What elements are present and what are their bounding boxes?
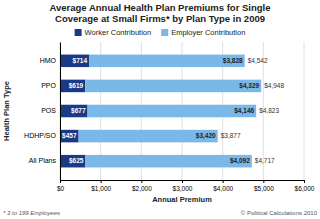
legend-label: Employer Contribution [171, 28, 245, 37]
y-tick: All Plans [29, 157, 57, 164]
x-tick-mark [101, 180, 102, 183]
legend-swatch [161, 29, 168, 36]
total-label: $4,542 [248, 57, 268, 64]
data-label: $714 [73, 57, 88, 65]
x-tick-label: $5,000 [254, 185, 274, 192]
data-label: $4,092 [230, 157, 250, 165]
legend-item: Worker Contribution [75, 28, 152, 37]
bar [60, 55, 89, 68]
annotation: © Political Calculations 2010 [241, 210, 318, 216]
total-label: $4,948 [264, 82, 284, 89]
x-tick-label: $0 [57, 185, 65, 192]
x-axis: $0 $1,000 $2,000 $3,000 $4,000 $5,000 $6,000 [57, 180, 315, 192]
bar [79, 130, 218, 143]
data-label: $677 [71, 107, 86, 115]
y-tick-label: HMO [40, 57, 57, 64]
x-tick-label: $6,000 [295, 185, 315, 192]
total-label: $3,877 [221, 132, 241, 139]
x-axis-title: Annual Premium [152, 195, 212, 204]
x-tick-mark [304, 180, 305, 183]
x-tick-mark [263, 180, 264, 183]
grid-line [60, 42, 61, 180]
x-tick-mark [223, 180, 224, 183]
bar [88, 105, 257, 118]
annotation: * 3 to 199 Employees [3, 210, 60, 216]
legend-label: Worker Contribution [85, 28, 152, 37]
x-tick: $1,000 [91, 180, 111, 192]
title: Average Annual Health Plan Premiums for … [49, 2, 270, 24]
data-label: $457 [62, 132, 77, 140]
bar [85, 155, 251, 168]
bar [60, 130, 79, 143]
grid-line [304, 42, 305, 180]
x-tick-label: $1,000 [91, 185, 111, 192]
x-tick-label: $2,000 [132, 185, 152, 192]
x-tick-mark [141, 180, 142, 183]
x-tick: $6,000 [295, 180, 315, 192]
data-label: $625 [69, 157, 84, 165]
y-tick: PPO [41, 82, 56, 89]
x-tick-label: $3,000 [173, 185, 193, 192]
bar [60, 80, 85, 93]
x-tick-mark [182, 180, 183, 183]
legend: Worker Contribution Employer Contribution [75, 28, 246, 37]
data-label: $4,146 [234, 107, 254, 115]
total-label: $4,823 [259, 107, 279, 114]
y-tick: HDHP/SO [24, 132, 56, 139]
bar [60, 105, 88, 118]
y-axis-line [60, 43, 61, 181]
legend-swatch [75, 29, 82, 36]
data-label: $3,420 [196, 132, 216, 140]
x-tick: $2,000 [132, 180, 152, 192]
y-axis: HMO PPO POS HDHP/SO All Plans [24, 43, 60, 181]
x-tick: $5,000 [254, 180, 274, 192]
x-tick-label: $4,000 [213, 185, 233, 192]
y-tick-label: PPO [41, 82, 56, 89]
legend-item: Employer Contribution [161, 28, 245, 37]
y-tick-label: HDHP/SO [24, 132, 56, 139]
y-tick-label: All Plans [29, 157, 57, 164]
data-label: $4,329 [239, 82, 259, 90]
data-label: $619 [69, 82, 84, 90]
x-tick: $0 [57, 180, 65, 192]
bar [89, 55, 245, 68]
y-tick: HMO [40, 57, 57, 64]
x-tick: $3,000 [173, 180, 193, 192]
bar [60, 155, 85, 168]
y-axis-title: Health Plan Type [2, 81, 11, 141]
y-tick-label: POS [41, 107, 56, 114]
chart: Average Annual Health Plan Premiums for … [0, 0, 320, 219]
bar [85, 80, 261, 93]
y-tick: POS [41, 107, 56, 114]
x-tick: $4,000 [213, 180, 233, 192]
data-label: $3,828 [223, 57, 243, 65]
total-label: $4,717 [255, 157, 275, 164]
